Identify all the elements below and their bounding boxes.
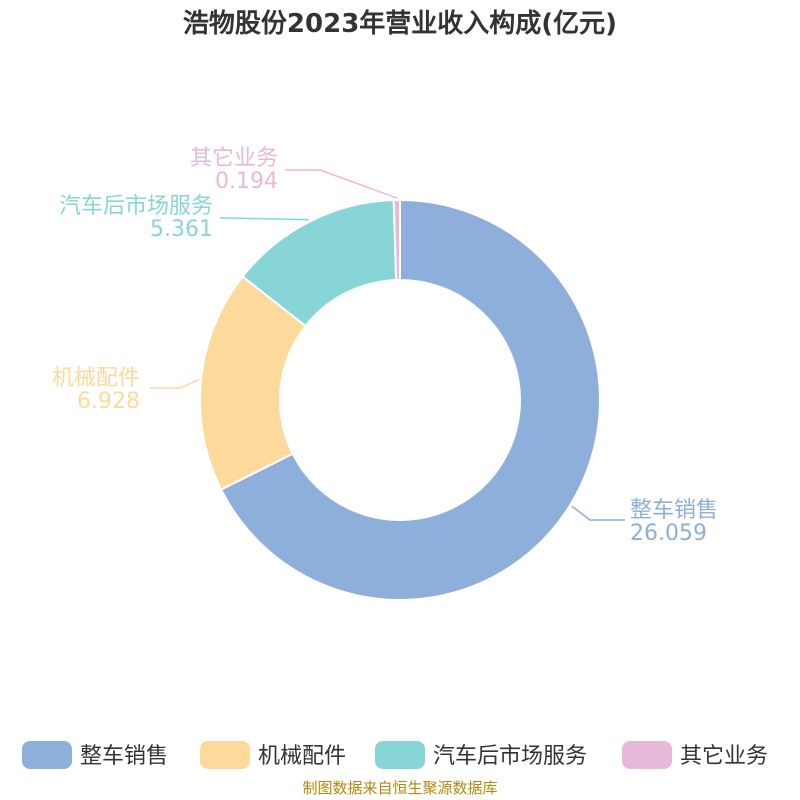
slice-0	[219, 198, 601, 601]
slice-1	[199, 275, 307, 491]
donut-slices	[199, 198, 601, 601]
legend-swatch-0	[22, 741, 72, 769]
source-note: 制图数据来自恒生聚源数据库	[302, 779, 498, 797]
leader-line-2	[220, 217, 309, 221]
legend-label-1: 机械配件	[258, 744, 346, 769]
leader-line-3	[285, 169, 398, 199]
slice-value-0: 26.059	[630, 521, 707, 546]
slice-value-3: 0.194	[215, 169, 278, 194]
legend-label-2: 汽车后市场服务	[433, 744, 587, 769]
chart-title: 浩物股份2023年营业收入构成(亿元)	[182, 9, 618, 39]
legend-swatch-1	[200, 741, 250, 769]
legend: 整车销售 机械配件 汽车后市场服务 其它业务	[22, 741, 768, 769]
slice-label-2: 汽车后市场服务	[59, 194, 213, 219]
leader-line-1	[150, 379, 200, 389]
slice-label-0: 整车销售	[630, 498, 718, 523]
legend-swatch-3	[622, 741, 672, 769]
legend-label-0: 整车销售	[80, 744, 168, 769]
legend-swatch-2	[375, 741, 425, 769]
slice-value-1: 6.928	[77, 389, 140, 414]
slice-3	[392, 198, 401, 282]
slice-label-3: 其它业务	[190, 146, 278, 171]
slice-value-2: 5.361	[150, 217, 213, 242]
leader-line-0	[571, 505, 625, 521]
legend-label-3: 其它业务	[680, 744, 768, 769]
slice-label-1: 机械配件	[52, 366, 140, 391]
